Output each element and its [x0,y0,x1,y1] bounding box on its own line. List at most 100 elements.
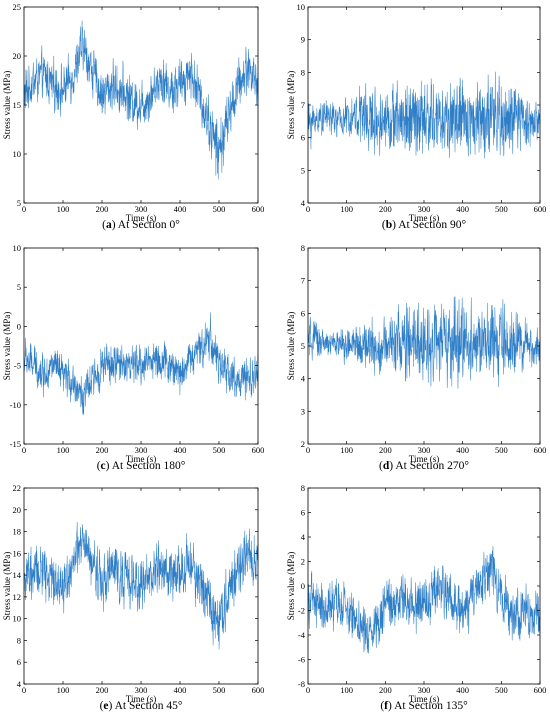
x-tick-label: 200 [379,204,392,214]
series-line-c [23,312,259,416]
y-axis-label: Stress value (MPa) [2,71,12,140]
y-tick-label: -6 [298,655,305,665]
y-tick-label: 4 [301,198,306,208]
caption-letter: d [383,460,390,472]
y-tick-label: -2 [298,606,305,616]
y-axis-label: Stress value (MPa) [286,312,296,381]
x-tick-label: 300 [418,445,431,455]
caption-text: At Section 180° [112,460,186,472]
y-tick-label: 25 [13,2,22,12]
y-tick-label: 10 [13,614,22,624]
x-tick-label: 100 [340,685,353,695]
x-tick-label: 200 [379,685,392,695]
panel-caption: (a) At Section 0° [102,219,180,231]
y-tick-label: 5 [301,341,305,351]
x-tick-label: 500 [213,685,226,695]
y-tick-label: 20 [13,505,22,515]
x-tick-label: 200 [96,445,109,455]
x-axis-label: Time (s) [126,454,156,464]
y-tick-label: -15 [10,439,21,449]
series-line-e [23,521,259,650]
x-tick-label: 600 [534,685,547,695]
y-tick-label: -8 [298,679,305,689]
y-tick-label: 20 [13,51,22,61]
y-tick-label: 10 [297,2,306,12]
x-tick-label: 0 [306,685,310,695]
y-axis-label: Stress value (MPa) [2,552,12,621]
x-tick-label: 300 [418,204,431,214]
x-tick-label: 400 [456,445,469,455]
x-tick-label: 500 [495,445,508,455]
x-tick-label: 0 [306,204,310,214]
x-axis-label: Time (s) [409,694,439,704]
y-tick-label: -5 [14,361,21,371]
x-tick-label: 100 [57,445,70,455]
y-tick-label: 8 [301,483,305,493]
axes-frame [23,247,259,445]
chart-panel-d: 0 100 200 300 400 500 600 2 3 4 5 6 7 8 Time (s) Stress… [286,243,546,472]
chart-panel-a: 0 100 200 300 400 500 600 5 10 15 20 25 Time (s) Stre… [2,2,264,231]
x-tick-label: 200 [379,445,392,455]
y-tick-label: 7 [301,100,305,110]
panel-caption: (b) At Section 90° [382,219,467,231]
x-tick-label: 300 [135,445,148,455]
x-axis-label: Time (s) [126,694,156,704]
panel-caption: (e) At Section 45° [100,700,183,712]
y-tick-label: 9 [301,35,305,45]
y-tick-label: 7 [301,276,305,286]
y-tick-label: 0 [301,581,305,591]
chart-panel-b: 0 100 200 300 400 500 600 4 5 6 7 8 9 10 Time (s) Stres… [286,2,546,231]
y-tick-label: -10 [10,400,21,410]
x-axis-label: Time (s) [409,213,439,223]
x-tick-label: 600 [534,204,547,214]
y-axis-label: Stress value (MPa) [286,552,296,621]
y-tick-label: 12 [13,592,22,602]
y-tick-label: -4 [298,630,306,640]
x-tick-label: 500 [495,685,508,695]
y-tick-label: 18 [13,527,22,537]
chart-panel-f: 0 100 200 300 400 500 600 -8 -6 -4 -2 0 2 4 6 8 Time (s)… [286,483,546,712]
x-tick-label: 100 [57,204,70,214]
series-line-f [307,546,541,654]
y-tick-label: 6 [17,657,21,667]
panel-caption: (d) At Section 270° [379,460,469,472]
y-tick-label: 6 [301,133,305,143]
series-line-d [307,296,541,389]
panel-caption: (f) At Section 135° [380,700,468,712]
series-line-a [23,20,259,180]
x-tick-label: 400 [456,685,469,695]
x-axis-label: Time (s) [409,454,439,464]
caption-text: At Section 90° [398,219,466,231]
x-tick-label: 500 [213,204,226,214]
x-tick-label: 500 [495,204,508,214]
y-tick-label: 5 [301,165,305,175]
x-tick-label: 600 [252,204,265,214]
y-tick-label: 0 [17,321,21,331]
panel-caption: (c) At Section 180° [97,460,186,472]
y-tick-label: 6 [301,308,305,318]
y-tick-label: 4 [301,374,306,384]
x-tick-label: 200 [96,204,109,214]
x-tick-label: 600 [252,685,265,695]
x-tick-label: 600 [252,445,265,455]
y-axis-label: Stress value (MPa) [286,71,296,140]
caption-letter: c [101,460,106,472]
x-tick-label: 300 [135,685,148,695]
x-tick-label: 600 [534,445,547,455]
x-tick-label: 400 [174,204,187,214]
chart-panel-c: 0 100 200 300 400 500 600 -15 -10 -5 0 5 10 Time (s) S… [2,243,264,472]
x-tick-label: 300 [135,204,148,214]
chart-panel-e: 0 100 200 300 400 500 600 4 6 8 10 12 14 16 18 20 22 Time… [2,483,264,712]
y-tick-label: 10 [13,149,22,159]
y-tick-label: 2 [301,439,305,449]
y-tick-label: 5 [17,282,21,292]
caption-text: At Section 135° [394,700,468,712]
x-tick-label: 100 [340,445,353,455]
y-tick-label: 8 [301,243,305,253]
x-tick-label: 0 [22,445,26,455]
caption-text: At Section 0° [118,219,180,231]
y-axis-label: Stress value (MPa) [2,312,12,381]
caption-letter: b [386,219,392,231]
x-tick-label: 0 [22,685,26,695]
